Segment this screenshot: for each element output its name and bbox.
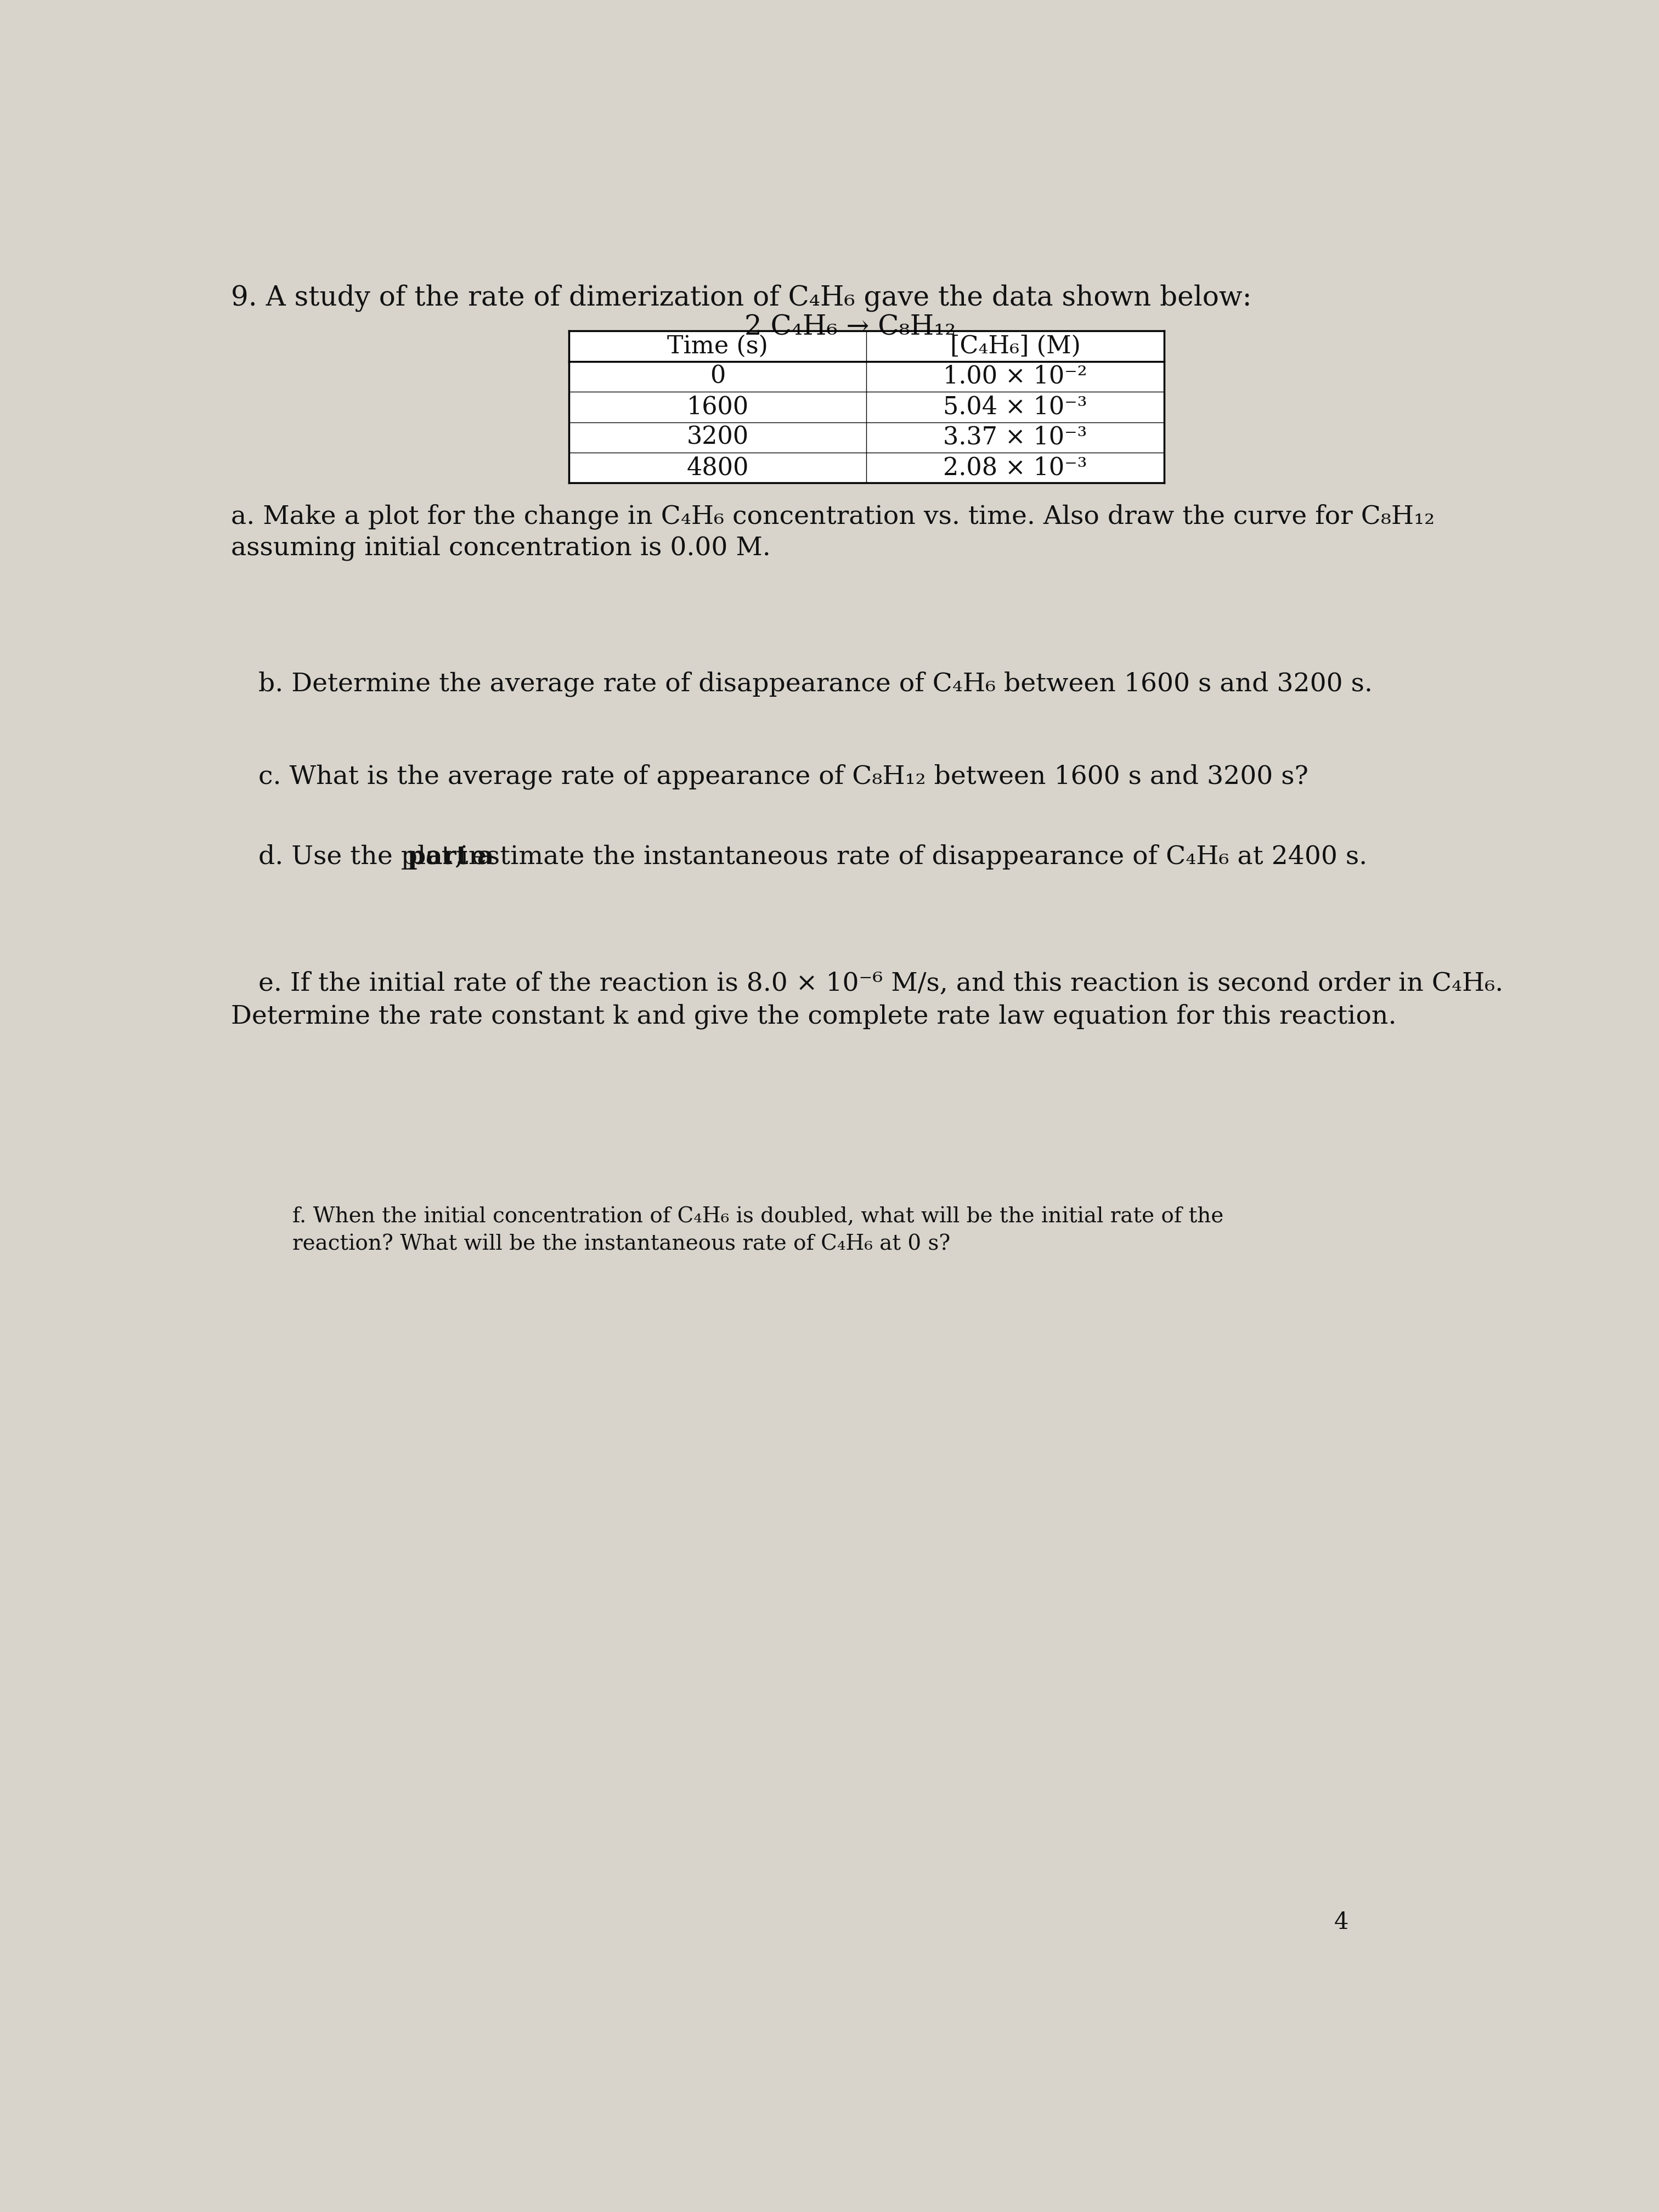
Text: d. Use the plot in: d. Use the plot in — [259, 845, 493, 869]
Text: f. When the initial concentration of C₄H₆ is doubled, what will be the initial r: f. When the initial concentration of C₄H… — [292, 1206, 1224, 1228]
Text: 0: 0 — [710, 365, 725, 389]
Text: 4800: 4800 — [687, 456, 748, 480]
Text: 1600: 1600 — [687, 396, 748, 418]
Text: 9. A study of the rate of dimerization of C₄H₆ gave the data shown below:: 9. A study of the rate of dimerization o… — [231, 285, 1251, 312]
Text: Time (s): Time (s) — [667, 334, 768, 358]
Text: e. If the initial rate of the reaction is 8.0 × 10⁻⁶ M/s, and this reaction is s: e. If the initial rate of the reaction i… — [259, 971, 1503, 995]
Text: c. What is the average rate of appearance of C₈H₁₂ between 1600 s and 3200 s?: c. What is the average rate of appearanc… — [259, 763, 1309, 790]
Text: reaction? What will be the instantaneous rate of C₄H₆ at 0 s?: reaction? What will be the instantaneous… — [292, 1234, 951, 1254]
Text: Determine the rate constant k and give the complete rate law equation for this r: Determine the rate constant k and give t… — [231, 1004, 1397, 1029]
Bar — [569, 332, 1165, 482]
Text: 2 C₄H₆ → C₈H₁₂: 2 C₄H₆ → C₈H₁₂ — [745, 314, 956, 341]
Text: [C₄H₆] (M): [C₄H₆] (M) — [951, 334, 1080, 358]
Text: 1.00 × 10⁻²: 1.00 × 10⁻² — [944, 365, 1087, 389]
Text: , estimate the instantaneous rate of disappearance of C₄H₆ at 2400 s.: , estimate the instantaneous rate of dis… — [455, 845, 1367, 869]
Text: part a: part a — [408, 845, 494, 869]
Text: 3200: 3200 — [687, 425, 748, 449]
Text: 4: 4 — [1334, 1911, 1349, 1933]
Text: 3.37 × 10⁻³: 3.37 × 10⁻³ — [944, 425, 1087, 449]
Text: a. Make a plot for the change in C₄H₆ concentration vs. time. Also draw the curv: a. Make a plot for the change in C₄H₆ co… — [231, 504, 1435, 529]
Text: 2.08 × 10⁻³: 2.08 × 10⁻³ — [944, 456, 1087, 480]
Text: 5.04 × 10⁻³: 5.04 × 10⁻³ — [944, 396, 1087, 418]
Text: b. Determine the average rate of disappearance of C₄H₆ between 1600 s and 3200 s: b. Determine the average rate of disappe… — [259, 670, 1372, 697]
Text: assuming initial concentration is 0.00 M.: assuming initial concentration is 0.00 M… — [231, 535, 770, 562]
